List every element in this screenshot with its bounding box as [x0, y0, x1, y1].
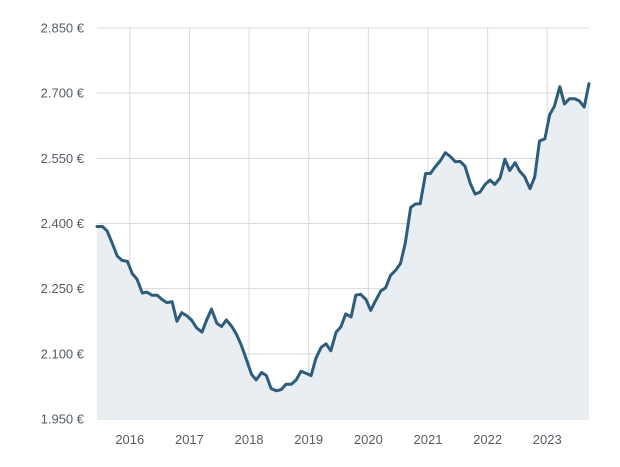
series-area-fill — [97, 83, 589, 419]
y-tick-label: 2.400 € — [41, 216, 85, 231]
x-tick-label: 2022 — [473, 432, 502, 447]
y-axis-tick-labels: 2.850 € 2.700 € 2.550 € 2.400 € 2.250 € 2.100… — [41, 21, 85, 427]
x-tick-label: 2021 — [414, 432, 443, 447]
y-tick-label: 2.100 € — [41, 346, 85, 361]
x-tick-label: 2018 — [235, 432, 264, 447]
x-tick-label: 2017 — [175, 432, 204, 447]
x-axis-tick-labels: 2016 2017 2018 2019 2020 2021 2022 2023 — [115, 432, 561, 447]
y-tick-label: 2.700 € — [41, 86, 85, 101]
x-tick-label: 2016 — [115, 432, 144, 447]
x-tick-label: 2020 — [354, 432, 383, 447]
y-tick-label: 1.950 € — [41, 412, 85, 427]
x-tick-label: 2019 — [294, 432, 323, 447]
y-tick-label: 2.250 € — [41, 281, 85, 296]
y-tick-label: 2.850 € — [41, 21, 85, 36]
series-line — [95, 82, 591, 393]
y-tick-label: 2.550 € — [41, 151, 85, 166]
x-tick-label: 2023 — [533, 432, 562, 447]
